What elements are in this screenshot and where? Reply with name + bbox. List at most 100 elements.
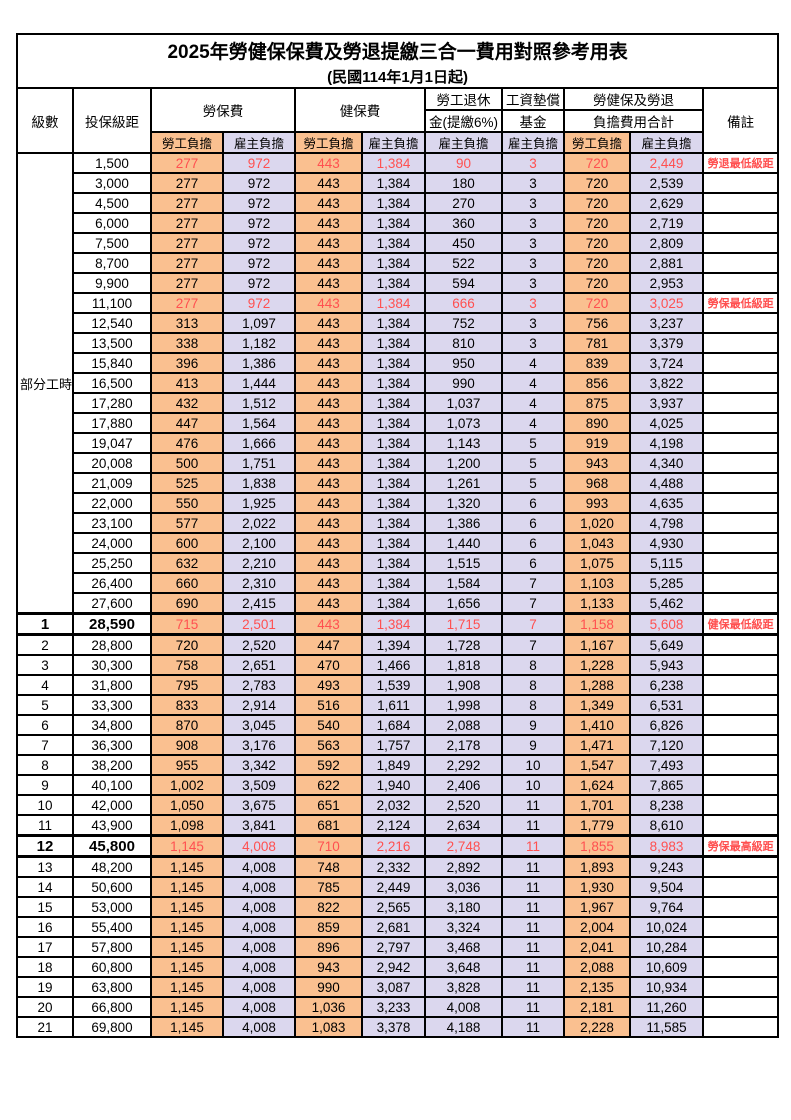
note-cell [701, 654, 780, 676]
note-cell [701, 592, 780, 615]
value-cell: 1,200 [424, 452, 503, 474]
value-cell: 4,798 [629, 512, 704, 534]
value-cell: 11,260 [629, 996, 704, 1018]
value-cell: 577 [150, 512, 224, 534]
header-labor-insurance: 勞保費 [150, 87, 296, 133]
value-cell: 4,008 [222, 896, 296, 918]
value-cell: 2,216 [361, 834, 426, 858]
part-time-label: 部分工時 [16, 152, 74, 615]
table-row: 14 50,600 1,145 4,008 785 2,449 3,036 11 1,930 9,… [16, 876, 780, 898]
note-cell [701, 936, 780, 958]
table-row: 部分工時 1,500 277 972 443 1,384 90 3 720 2,449 勞退最低級距 [16, 152, 780, 615]
value-cell: 7 [501, 633, 565, 656]
value-cell: 1,584 [424, 572, 503, 594]
value-cell: 908 [150, 734, 224, 756]
level-cell: 3 [16, 654, 74, 676]
value-cell: 11 [501, 794, 565, 816]
value-cell: 500 [150, 452, 224, 474]
value-cell: 443 [294, 492, 363, 514]
value-cell: 1,037 [424, 392, 503, 414]
value-cell: 4,488 [629, 472, 704, 494]
value-cell: 540 [294, 714, 363, 736]
table-row: 11 43,900 1,098 3,841 681 2,124 2,634 11 1,779 8,… [16, 814, 780, 837]
bracket-cell: 6,000 [72, 212, 152, 234]
value-cell: 875 [563, 392, 631, 414]
value-cell: 2,629 [629, 192, 704, 214]
value-cell: 758 [150, 654, 224, 676]
table-row: 12,540 313 1,097 443 1,384 752 3 756 3,237 [17, 312, 780, 334]
value-cell: 715 [150, 612, 224, 636]
value-cell: 443 [294, 472, 363, 494]
value-cell: 2,719 [629, 212, 704, 234]
note-cell [701, 352, 780, 374]
value-cell: 396 [150, 352, 224, 374]
value-cell: 1,073 [424, 412, 503, 434]
value-cell: 413 [150, 372, 224, 394]
value-cell: 1,036 [294, 996, 363, 1018]
table-row: 6,000 277 972 443 1,384 360 3 720 2,719 [17, 212, 780, 234]
page: 2025年勞健保保費及勞退提繳三合一費用對照參考用表 (民國114年1月1日起)… [15, 33, 780, 1038]
value-cell: 972 [222, 232, 296, 254]
level-cell: 13 [16, 855, 74, 878]
table-row: 11,100 277 972 443 1,384 666 3 720 3,025 勞保最低級距 [17, 292, 780, 314]
value-cell: 592 [294, 754, 363, 776]
value-cell: 1,384 [361, 472, 426, 494]
bracket-cell: 28,590 [72, 612, 152, 636]
value-cell: 1,384 [361, 392, 426, 414]
bracket-cell: 30,300 [72, 654, 152, 676]
bracket-cell: 43,900 [72, 814, 152, 837]
value-cell: 8,983 [629, 834, 704, 858]
value-cell: 1,386 [222, 352, 296, 374]
value-cell: 1,384 [361, 372, 426, 394]
level-cell: 18 [16, 956, 74, 978]
value-cell: 5 [501, 452, 565, 474]
value-cell: 3,509 [222, 774, 296, 796]
value-cell: 3,233 [361, 996, 426, 1018]
value-cell: 3,675 [222, 794, 296, 816]
value-cell: 443 [294, 332, 363, 354]
value-cell: 7 [501, 612, 565, 636]
value-cell: 660 [150, 572, 224, 594]
bracket-cell: 48,200 [72, 855, 152, 878]
value-cell: 870 [150, 714, 224, 736]
value-cell: 443 [294, 612, 363, 636]
value-cell: 2,953 [629, 272, 704, 294]
value-cell: 720 [563, 272, 631, 294]
value-cell: 2,181 [563, 996, 631, 1018]
value-cell: 720 [563, 192, 631, 214]
value-cell: 7,120 [629, 734, 704, 756]
note-cell [701, 734, 780, 756]
value-cell: 3,724 [629, 352, 704, 374]
header-row-1: 級數 投保級距 勞保費 健保費 勞工退休 工資墊償 勞健保及勞退 備註 [16, 87, 780, 154]
table-row: 18 60,800 1,145 4,008 943 2,942 3,648 11 2,088 10… [16, 956, 780, 978]
value-cell: 443 [294, 172, 363, 194]
value-cell: 10,024 [629, 916, 704, 938]
value-cell: 2,041 [563, 936, 631, 958]
table-row: 9 40,100 1,002 3,509 622 1,940 2,406 10 1,624 7,8… [16, 774, 780, 796]
value-cell: 550 [150, 492, 224, 514]
value-cell: 3,237 [629, 312, 704, 334]
value-cell: 822 [294, 896, 363, 918]
value-cell: 600 [150, 532, 224, 554]
level-cell: 11 [16, 814, 74, 837]
value-cell: 8,238 [629, 794, 704, 816]
value-cell: 3,025 [629, 292, 704, 314]
value-cell: 3 [501, 292, 565, 314]
level-cell: 5 [16, 694, 74, 716]
value-cell: 896 [294, 936, 363, 958]
bracket-cell: 34,800 [72, 714, 152, 736]
value-cell: 2,892 [424, 855, 503, 878]
bracket-cell: 8,700 [72, 252, 152, 274]
subheader-labor-employee: 勞工負擔 [150, 131, 224, 154]
value-cell: 1,384 [361, 412, 426, 434]
value-cell: 11 [501, 834, 565, 858]
value-cell: 720 [563, 152, 631, 174]
value-cell: 11,585 [629, 1016, 704, 1038]
value-cell: 443 [294, 352, 363, 374]
header-health-insurance: 健保費 [294, 87, 426, 133]
value-cell: 9 [501, 714, 565, 736]
premium-reference-table: 2025年勞健保保費及勞退提繳三合一費用對照參考用表 (民國114年1月1日起)… [15, 33, 780, 1038]
value-cell: 2,406 [424, 774, 503, 796]
value-cell: 1,320 [424, 492, 503, 514]
value-cell: 2,332 [361, 855, 426, 878]
